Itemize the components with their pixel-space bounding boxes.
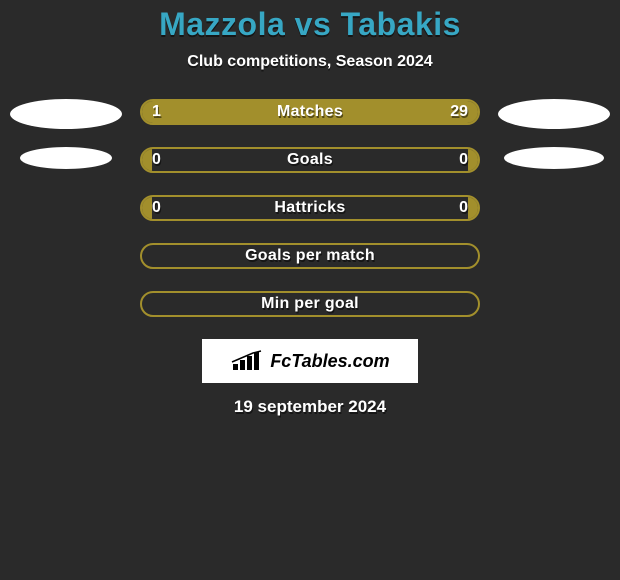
stat-label: Goals: [142, 149, 478, 171]
source-logo: FcTables.com: [202, 339, 418, 383]
stat-row: 00Hattricks: [0, 195, 620, 221]
player1-name: Mazzola: [159, 6, 285, 42]
player2-badge: [498, 99, 610, 129]
player2-name: Tabakis: [341, 6, 461, 42]
vs-separator: vs: [295, 6, 332, 42]
stat-label: Min per goal: [142, 293, 478, 315]
bar-chart-icon: [230, 350, 264, 372]
date-label: 19 september 2024: [0, 397, 620, 417]
stat-bar: 129Matches: [140, 99, 480, 125]
stat-row: Min per goal: [0, 291, 620, 317]
source-logo-text: FcTables.com: [270, 351, 389, 372]
player1-badge: [10, 99, 122, 129]
stat-label: Hattricks: [142, 197, 478, 219]
stat-bar: Goals per match: [140, 243, 480, 269]
stat-rows: 129Matches 00Goals 00Hattricks Goals per ma…: [0, 99, 620, 317]
subtitle: Club competitions, Season 2024: [0, 53, 620, 71]
comparison-infographic: Mazzola vs Tabakis Club competitions, Se…: [0, 0, 620, 417]
stat-label: Goals per match: [142, 245, 478, 267]
stat-label: Matches: [142, 101, 478, 123]
stat-bar: 00Goals: [140, 147, 480, 173]
stat-row: 129Matches: [0, 99, 620, 125]
page-title: Mazzola vs Tabakis: [0, 6, 620, 43]
player1-badge: [20, 147, 112, 169]
stat-bar: 00Hattricks: [140, 195, 480, 221]
player2-badge: [504, 147, 604, 169]
stat-bar: Min per goal: [140, 291, 480, 317]
stat-row: 00Goals: [0, 147, 620, 173]
stat-row: Goals per match: [0, 243, 620, 269]
